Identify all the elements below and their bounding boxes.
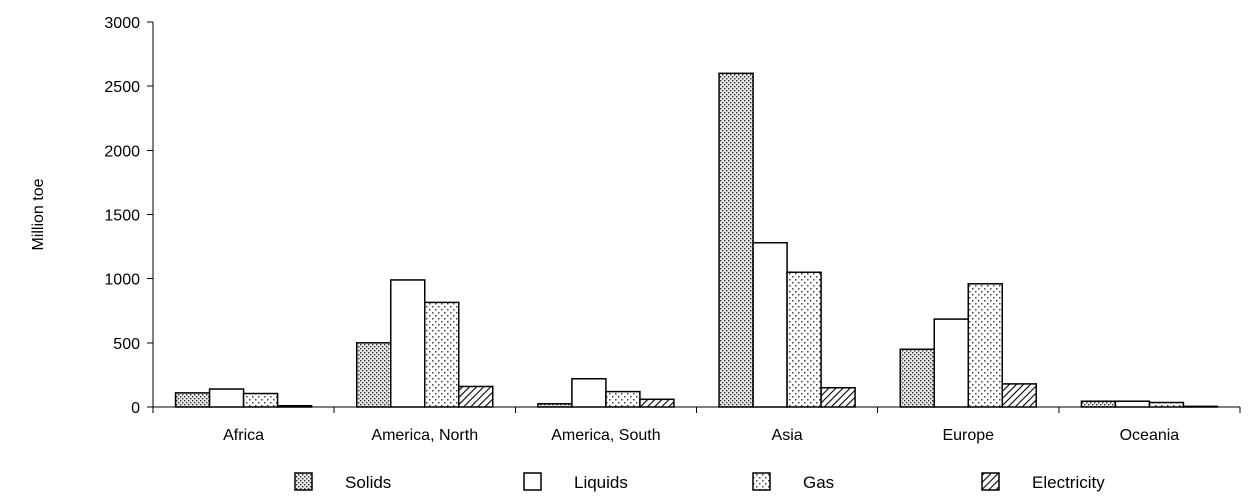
legend-swatch-solids xyxy=(294,472,313,491)
legend-label-solids: Solids xyxy=(345,473,391,492)
y-axis-title: Million toe xyxy=(30,178,47,250)
x-tick-label-asia: Asia xyxy=(772,427,803,444)
x-tick-label-africa: Africa xyxy=(223,427,264,444)
bar-electricity-asia xyxy=(820,387,856,408)
y-tick-label: 1500 xyxy=(104,208,140,225)
x-tick-label-oceania: Oceania xyxy=(1120,427,1180,444)
bar-electricity-africa xyxy=(276,404,313,408)
bar-solids-europe xyxy=(899,348,935,408)
bar-liquids-asia xyxy=(752,241,788,408)
x-tick-label-europe: Europe xyxy=(942,427,994,444)
bar-electricity-america-north xyxy=(458,385,494,408)
bar-solids-america-south xyxy=(537,403,573,408)
bar-gas-america-south xyxy=(605,390,641,408)
legend-item-liquids: Liquids xyxy=(523,472,628,492)
x-tick-label-america-north: America, North xyxy=(371,427,478,444)
y-tick-label: 3000 xyxy=(104,15,140,32)
y-tick-label: 2500 xyxy=(104,79,140,96)
bar-liquids-america-south xyxy=(571,378,607,408)
y-axis: 0 500 1000 1500 2000 2500 3000 xyxy=(104,15,154,417)
bars xyxy=(174,72,1219,408)
legend-swatch-electricity xyxy=(981,472,1000,491)
legend-label-electricity: Electricity xyxy=(1032,473,1105,492)
bar-electricity-america-south xyxy=(639,398,675,408)
y-tick-label: 500 xyxy=(113,336,140,353)
x-axis: Africa America, North America, South Asia Eu… xyxy=(152,406,1241,444)
bar-electricity-oceania xyxy=(1182,405,1219,408)
legend-item-electricity: Electricity xyxy=(981,472,1105,492)
bar-electricity-europe xyxy=(1001,383,1037,408)
bar-gas-africa xyxy=(242,392,279,408)
legend-swatch-gas xyxy=(752,472,771,491)
legend-item-gas: Gas xyxy=(752,472,834,492)
bar-gas-oceania xyxy=(1148,401,1185,408)
bar-liquids-europe xyxy=(933,318,969,408)
legend-item-solids: Solids xyxy=(294,472,391,492)
y-tick-label: 1000 xyxy=(104,272,140,289)
bar-liquids-oceania xyxy=(1114,400,1151,408)
bar-gas-asia xyxy=(786,271,822,408)
bar-gas-america-north xyxy=(424,301,460,408)
bar-solids-america-north xyxy=(356,342,392,408)
x-tick-label-america-south: America, South xyxy=(551,427,660,444)
legend-label-liquids: Liquids xyxy=(574,473,628,492)
bar-solids-africa xyxy=(174,392,211,408)
legend-label-gas: Gas xyxy=(803,473,834,492)
legend-swatch-liquids xyxy=(523,472,542,491)
bar-liquids-africa xyxy=(208,388,245,408)
bar-solids-asia xyxy=(718,72,754,408)
bar-gas-europe xyxy=(967,283,1003,408)
y-tick-label: 0 xyxy=(131,400,140,417)
y-tick-label: 2000 xyxy=(104,143,140,160)
bar-liquids-america-north xyxy=(390,279,426,408)
legend: Solids Liquids Gas Electricity xyxy=(294,472,1105,492)
bar-solids-oceania xyxy=(1080,400,1117,408)
